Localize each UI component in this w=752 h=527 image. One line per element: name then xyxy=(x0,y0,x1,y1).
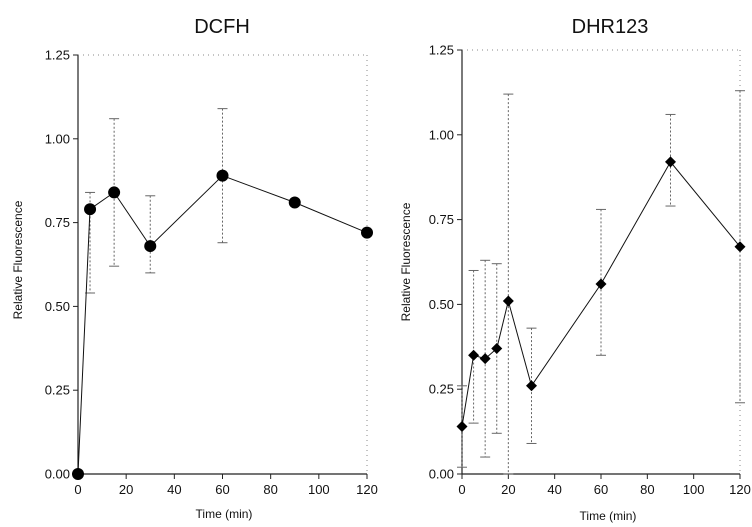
y-tick-label: 1.00 xyxy=(45,131,70,146)
y-tick-label: 0.75 xyxy=(45,215,70,230)
panel-title: DHR123 xyxy=(572,16,649,38)
data-point xyxy=(734,241,746,253)
data-point xyxy=(479,353,491,365)
data-point xyxy=(361,226,373,239)
x-tick-label: 60 xyxy=(215,482,229,497)
x-axis: 0 20 40 60 80 100 120 xyxy=(458,474,751,497)
x-tick-label: 80 xyxy=(263,482,277,497)
y-tick-label: 0.00 xyxy=(45,467,70,482)
dhr123-panel: DHR123 Relative Fluorescence Time (min) … xyxy=(399,16,751,523)
x-tick-label: 60 xyxy=(594,482,608,497)
x-axis-label: Time (min) xyxy=(196,507,253,521)
y-tick-label: 0.25 xyxy=(429,382,454,397)
y-tick-label: 0.50 xyxy=(429,297,454,312)
data-points xyxy=(72,169,373,480)
x-tick-label: 40 xyxy=(167,482,181,497)
x-axis: 0 20 40 60 80 100 120 xyxy=(74,474,378,497)
y-axis-label: Relative Fluorescence xyxy=(11,200,25,319)
y-tick-label: 1.00 xyxy=(429,127,454,142)
x-tick-label: 20 xyxy=(119,482,133,497)
x-tick-label: 100 xyxy=(683,482,705,497)
y-tick-label: 1.25 xyxy=(45,48,70,63)
data-point xyxy=(595,278,607,290)
data-point xyxy=(72,468,84,480)
x-tick-label: 0 xyxy=(458,482,465,497)
x-tick-label: 120 xyxy=(729,482,751,497)
data-point xyxy=(456,421,468,433)
y-tick-label: 1.25 xyxy=(429,43,454,58)
y-tick-label: 0.25 xyxy=(45,383,70,398)
y-tick-label: 0.50 xyxy=(45,299,70,314)
data-point xyxy=(468,349,480,361)
x-tick-label: 0 xyxy=(74,482,81,497)
y-axis-label: Relative Fluorescence xyxy=(399,202,413,321)
dcfh-panel: DCFH Relative Fluorescence Time (min) 0.… xyxy=(11,16,378,521)
x-axis-label: Time (min) xyxy=(580,509,637,523)
y-tick-label: 0.75 xyxy=(429,212,454,227)
series-line xyxy=(77,175,368,475)
y-axis: 0.00 0.25 0.50 0.75 1.00 1.25 xyxy=(429,43,462,482)
series-line-path xyxy=(77,175,368,475)
data-point xyxy=(108,186,121,199)
data-point xyxy=(144,240,157,253)
x-tick-label: 20 xyxy=(501,482,515,497)
x-tick-label: 80 xyxy=(640,482,654,497)
x-tick-label: 120 xyxy=(356,482,378,497)
y-tick-label: 0.00 xyxy=(429,467,454,482)
x-tick-label: 100 xyxy=(308,482,330,497)
x-tick-label: 40 xyxy=(547,482,561,497)
data-points xyxy=(456,156,746,433)
data-point xyxy=(502,295,514,307)
data-point xyxy=(288,196,301,209)
data-point xyxy=(526,380,537,392)
error-bars xyxy=(85,108,228,294)
panel-title: DCFH xyxy=(194,16,250,38)
data-point xyxy=(84,203,97,216)
data-point xyxy=(216,169,229,182)
data-point xyxy=(665,156,676,168)
y-axis: 0.00 0.25 0.50 0.75 1.00 1.25 xyxy=(45,48,78,482)
data-point xyxy=(491,342,503,354)
